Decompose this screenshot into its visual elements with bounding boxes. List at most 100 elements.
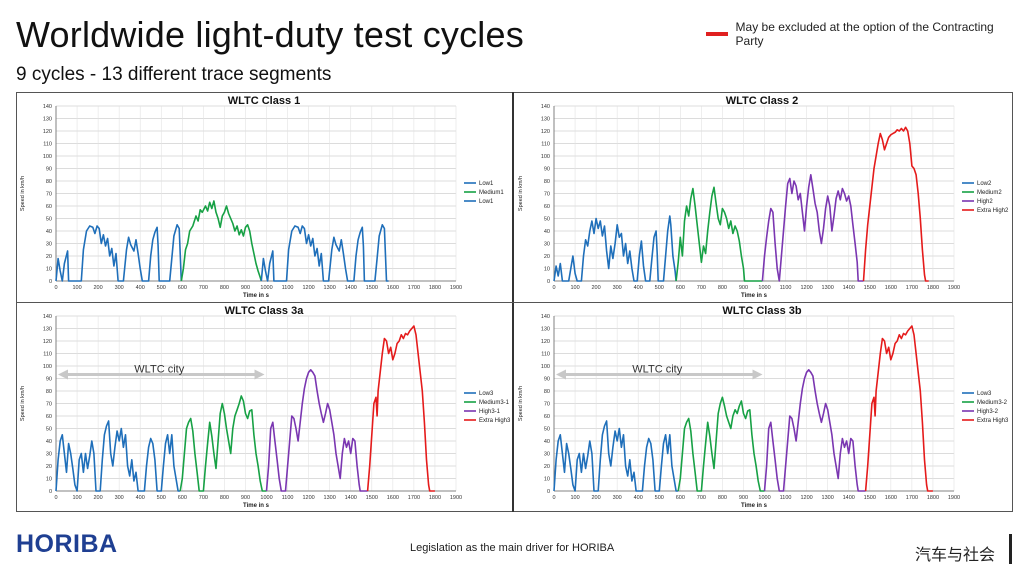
page-title: Worldwide light-duty test cycles <box>16 14 524 55</box>
y-tick-label: 0 <box>49 489 52 495</box>
legend-label: Medium3-1 <box>479 400 510 406</box>
y-tick-label: 40 <box>544 229 550 235</box>
y-tick-label: 50 <box>544 217 550 223</box>
x-tick-label: 1900 <box>948 495 960 501</box>
x-tick-label: 200 <box>592 285 601 291</box>
series-line-low1 <box>55 224 183 282</box>
x-tick-label: 600 <box>178 285 187 291</box>
y-tick-label: 130 <box>541 117 550 123</box>
x-tick-label: 1500 <box>864 495 876 501</box>
y-tick-label: 70 <box>46 402 52 408</box>
x-tick-label: 1600 <box>885 285 897 291</box>
y-tick-label: 90 <box>46 167 52 173</box>
series-line-high3-2 <box>763 369 866 492</box>
x-tick-label: 1100 <box>780 495 792 501</box>
legend-label: Medium1 <box>479 190 504 196</box>
legend-label: Medium2 <box>977 190 1002 196</box>
y-tick-label: 130 <box>541 327 550 333</box>
x-tick-label: 300 <box>115 285 124 291</box>
legend-label: Extra High2 <box>977 208 1009 214</box>
y-axis-label: Speed in km/h <box>20 386 26 421</box>
series-line-extra-high3 <box>864 325 933 492</box>
legend-label: Low1 <box>479 199 494 205</box>
x-tick-label: 1300 <box>324 285 336 291</box>
legend-label: Extra High3 <box>479 418 511 424</box>
chart-panel-class-3a: WLTC Class 3a 0 10 20 30 40 50 60 70 80 90 100 110 12… <box>16 303 512 511</box>
x-tick-label: 1300 <box>324 495 336 501</box>
y-tick-label: 120 <box>43 129 52 135</box>
y-tick-label: 0 <box>547 489 550 495</box>
series-line-extra-high3 <box>366 325 435 492</box>
series-line-extra-high2 <box>862 126 929 282</box>
x-tick-label: 1800 <box>927 495 939 501</box>
y-tick-label: 90 <box>46 377 52 383</box>
horizontal-divider <box>16 302 1013 303</box>
x-tick-label: 1200 <box>303 285 315 291</box>
x-tick-label: 0 <box>54 495 57 501</box>
x-tick-label: 500 <box>655 285 664 291</box>
x-tick-label: 700 <box>199 285 208 291</box>
x-axis-label: Time in s <box>741 293 768 299</box>
y-tick-label: 130 <box>43 117 52 123</box>
x-tick-label: 300 <box>613 285 622 291</box>
x-tick-label: 1700 <box>408 285 420 291</box>
x-tick-label: 800 <box>220 285 229 291</box>
legend-label: Extra High3 <box>977 418 1009 424</box>
y-tick-label: 0 <box>547 279 550 285</box>
x-tick-label: 700 <box>697 285 706 291</box>
y-tick-label: 80 <box>544 389 550 395</box>
y-tick-label: 30 <box>46 242 52 248</box>
x-tick-label: 200 <box>94 285 103 291</box>
y-tick-label: 30 <box>46 452 52 458</box>
x-tick-label: 200 <box>592 495 601 501</box>
x-tick-label: 1600 <box>387 285 399 291</box>
series-line-low3 <box>553 420 679 492</box>
watermark-text: 汽车与社会 <box>915 547 996 564</box>
x-tick-label: 1300 <box>822 495 834 501</box>
chart-svg: WLTC Class 2 0 10 20 30 40 50 60 70 80 90 100 110 120… <box>518 95 1009 299</box>
y-tick-label: 20 <box>544 254 550 260</box>
chart-title: WLTC Class 2 <box>726 95 799 107</box>
x-tick-label: 800 <box>718 495 727 501</box>
x-tick-label: 1700 <box>906 285 918 291</box>
x-tick-label: 500 <box>157 285 166 291</box>
y-tick-label: 70 <box>544 402 550 408</box>
y-tick-label: 40 <box>46 229 52 235</box>
x-tick-label: 800 <box>220 495 229 501</box>
legend-label: Low3 <box>479 391 494 397</box>
horiba-logo: HORIBA <box>16 530 118 558</box>
x-tick-label: 600 <box>178 495 187 501</box>
y-tick-label: 100 <box>43 364 52 370</box>
x-tick-label: 0 <box>552 495 555 501</box>
exclusion-note: May be excluded at the option of the Con… <box>706 20 1019 48</box>
x-tick-label: 600 <box>676 285 685 291</box>
x-tick-label: 0 <box>552 285 555 291</box>
y-tick-label: 140 <box>43 314 52 320</box>
y-axis-label: Speed in km/h <box>518 386 524 421</box>
x-tick-label: 1400 <box>345 495 357 501</box>
y-tick-label: 60 <box>46 414 52 420</box>
y-tick-label: 50 <box>46 217 52 223</box>
page-subtitle: 9 cycles - 13 different trace segments <box>16 64 332 85</box>
x-tick-label: 1800 <box>927 285 939 291</box>
chart-panel-class-1: WLTC Class 1 0 10 20 30 40 50 60 70 80 90 100 110 120… <box>16 93 512 301</box>
legend-label: Medium3-2 <box>977 400 1008 406</box>
x-tick-label: 400 <box>634 285 643 291</box>
x-tick-label: 1200 <box>801 495 813 501</box>
x-tick-label: 900 <box>241 285 250 291</box>
x-tick-label: 100 <box>570 285 579 291</box>
y-tick-label: 110 <box>541 142 550 148</box>
y-tick-label: 20 <box>46 254 52 260</box>
series-line-medium1 <box>180 200 263 282</box>
chart-svg: WLTC Class 3a 0 10 20 30 40 50 60 70 80 90 100 110 12… <box>20 305 511 509</box>
y-axis-label: Speed in km/h <box>20 176 26 211</box>
y-tick-label: 110 <box>43 142 52 148</box>
x-tick-label: 700 <box>199 495 208 501</box>
x-tick-label: 1900 <box>450 495 462 501</box>
y-tick-label: 70 <box>544 192 550 198</box>
y-tick-label: 20 <box>46 464 52 470</box>
x-tick-label: 1200 <box>303 495 315 501</box>
series-line-medium3-1 <box>179 395 267 492</box>
x-tick-label: 0 <box>54 285 57 291</box>
x-tick-label: 700 <box>697 495 706 501</box>
